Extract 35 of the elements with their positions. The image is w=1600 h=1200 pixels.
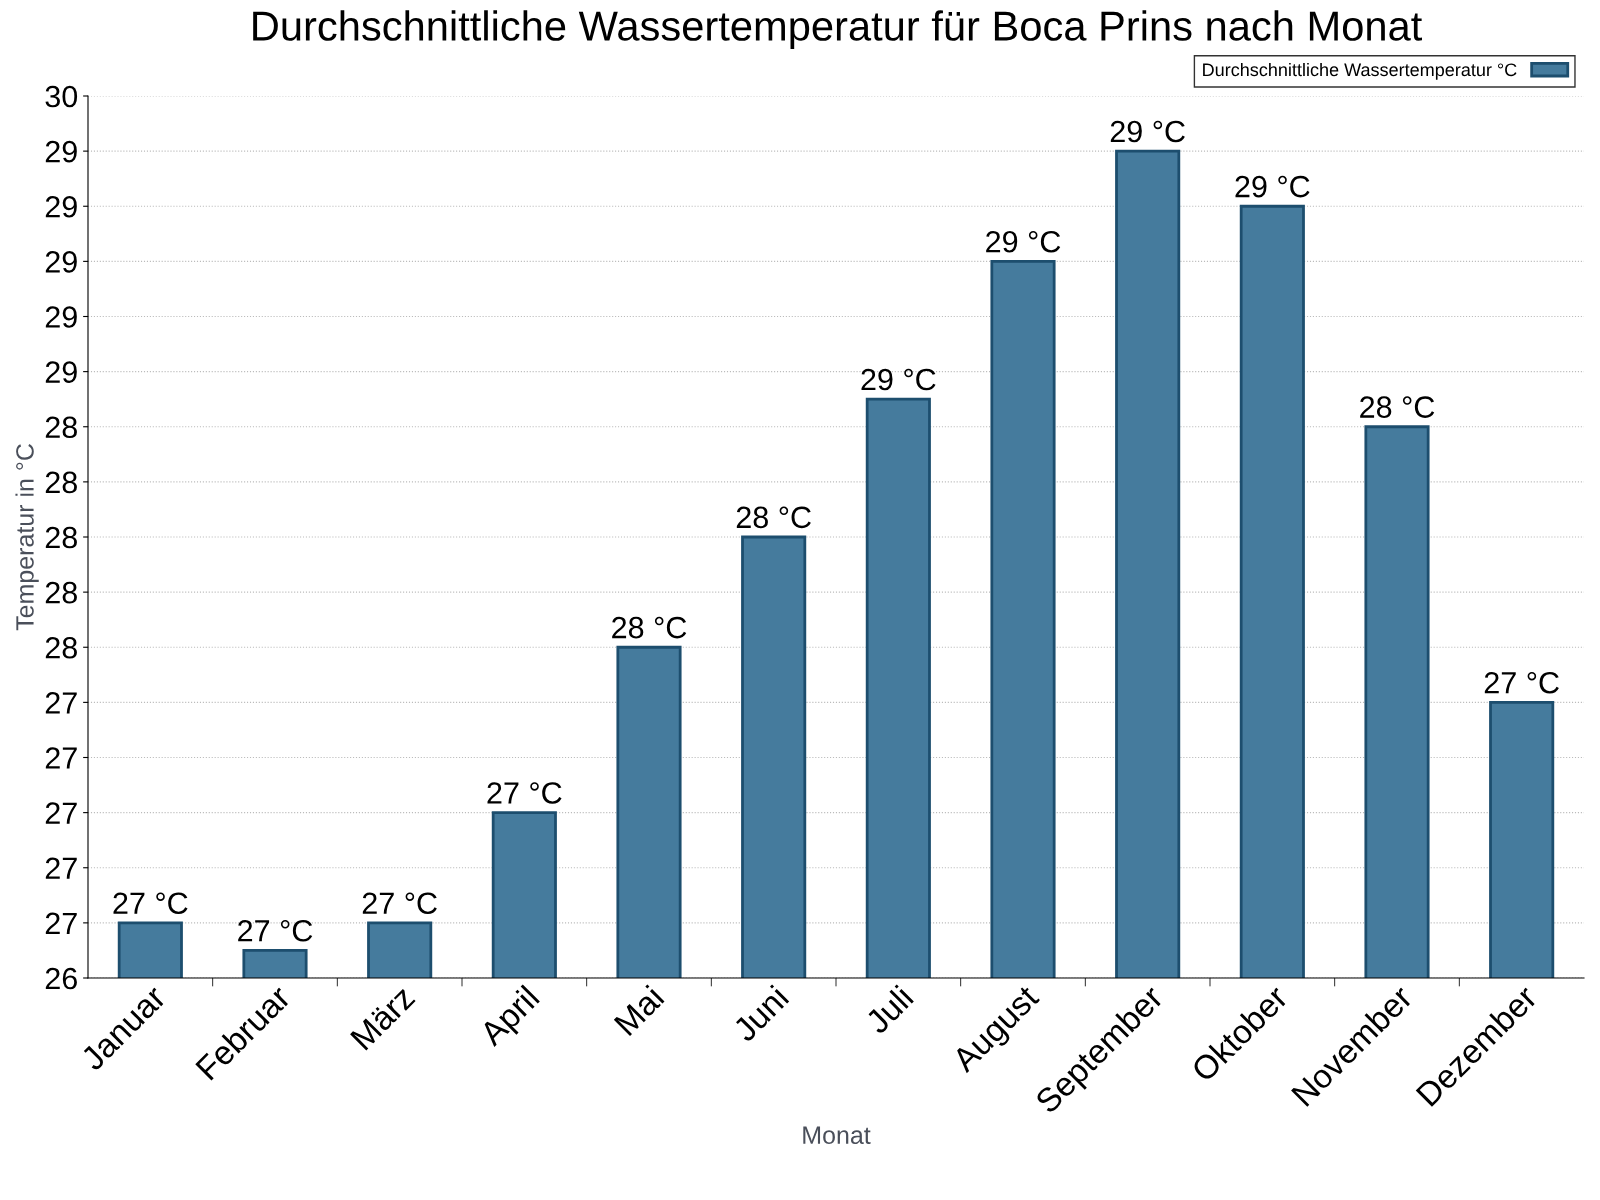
y-tick-label: 27 — [45, 857, 77, 879]
y-axis-title: Temperatur in °C — [15, 444, 39, 631]
y-tick-label: 27 — [45, 692, 77, 714]
data-label: 29 °C — [861, 368, 936, 391]
y-tick-label: 30 — [45, 85, 78, 108]
legend-label: Durchschnittliche Wassertemperatur °C — [1203, 62, 1517, 80]
y-tick-label: 29 — [45, 361, 77, 383]
y-tick-label: 28 — [45, 416, 77, 439]
y-tick-label: 26 — [45, 967, 77, 990]
y-tick-label: 27 — [45, 912, 77, 934]
data-label: 29 °C — [1235, 175, 1310, 198]
chart-title: Durchschnittliche Wassertemperatur für Boca Prins nach Monat — [253, 10, 1422, 50]
y-tick-label: 29 — [45, 195, 77, 218]
data-label: 27 °C — [487, 782, 562, 804]
data-label: 29 °C — [1110, 120, 1185, 143]
data-label: 27 °C — [362, 892, 437, 915]
y-tick-label: 28 — [45, 526, 77, 549]
data-label: 27 °C — [113, 892, 188, 915]
data-label: 29 °C — [986, 230, 1061, 253]
data-label: 27 °C — [1484, 671, 1559, 694]
y-tick-label: 28 — [45, 636, 77, 659]
data-label: 28 °C — [736, 506, 811, 529]
x-tick-label: Juli — [863, 984, 915, 1036]
data-label: 27 °C — [238, 919, 313, 942]
y-tick-label: 28 — [45, 471, 77, 494]
data-label: 28 °C — [1360, 396, 1435, 418]
y-tick-label: 29 — [45, 251, 77, 273]
x-axis-title: Monat — [803, 1126, 871, 1145]
y-tick-label: 29 — [45, 306, 77, 328]
y-tick-label: 27 — [45, 802, 77, 824]
data-label: 28 °C — [612, 616, 687, 639]
x-tick-label: Mai — [612, 984, 665, 1037]
y-tick-label: 27 — [45, 747, 77, 769]
y-tick-label: 29 — [45, 140, 77, 163]
y-tick-label: 28 — [45, 581, 77, 604]
